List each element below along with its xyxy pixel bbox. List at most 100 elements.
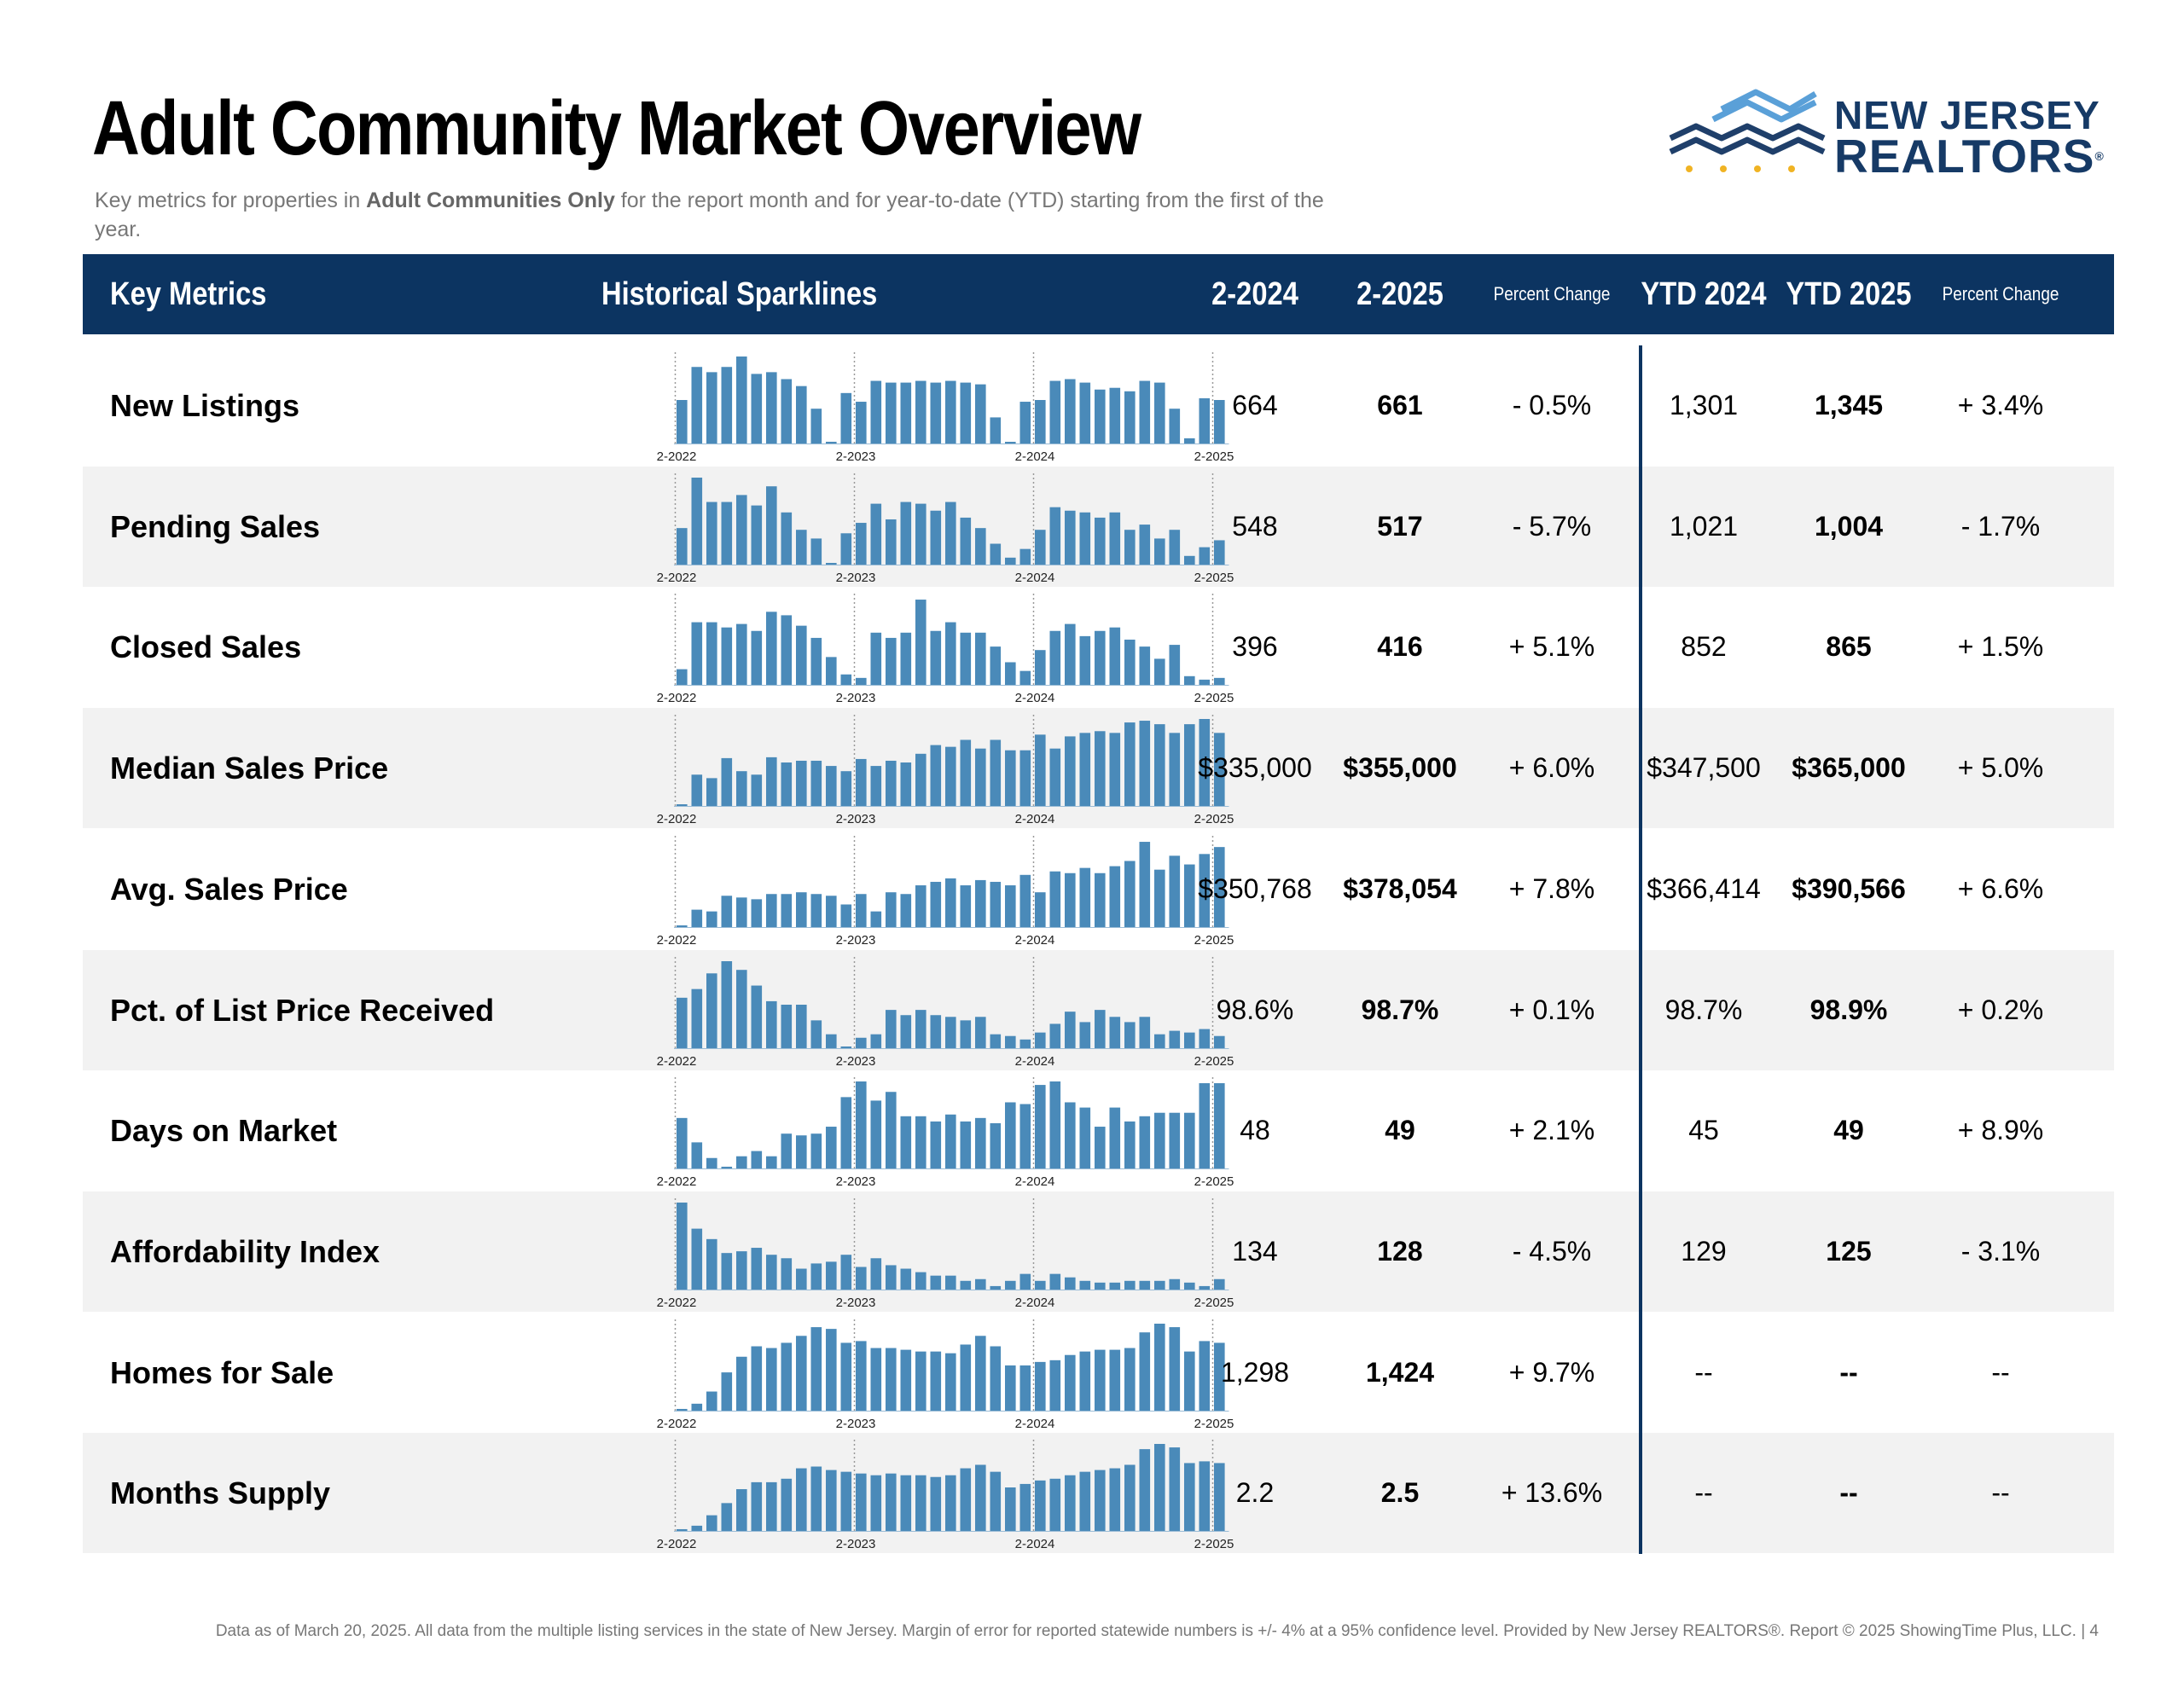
- sparkline-bar: [1124, 640, 1136, 686]
- header-ytd-2025: YTD 2025: [1786, 276, 1912, 312]
- sparkline-bar: [796, 626, 807, 686]
- sparkline-date-label: 2-2022: [657, 1537, 697, 1551]
- sparkline-bar: [1214, 846, 1225, 927]
- sparkline-bar: [886, 1265, 897, 1290]
- sparkline-date-label: 2-2024: [1015, 933, 1055, 948]
- value-2-2025: $355,000: [1343, 752, 1457, 784]
- sparkline-bar: [990, 1346, 1002, 1411]
- sparkline-bar: [691, 1142, 703, 1169]
- sparkline-date-label: 2-2022: [657, 571, 697, 585]
- sparkline-bar: [766, 1482, 777, 1532]
- sparkline-bar: [1049, 1273, 1061, 1290]
- sparkline-bar: [1005, 1280, 1016, 1290]
- sparkline-bar: [1184, 438, 1195, 443]
- sparkline-bar: [826, 896, 837, 927]
- sparkline-bar: [856, 678, 867, 686]
- sparkline-bar: [810, 1133, 822, 1169]
- sparkline-bar: [870, 1100, 882, 1169]
- metric-name: Avg. Sales Price: [110, 871, 348, 907]
- sparkline-bar: [1109, 628, 1121, 686]
- sparkline-bar: [840, 392, 852, 443]
- sparkline-bar: [721, 757, 733, 807]
- sparkline-bar: [706, 1515, 717, 1532]
- sparkline-bar: [1095, 1470, 1106, 1532]
- sparkline-bar: [766, 372, 777, 443]
- logo-registered-mark: ®: [2094, 149, 2105, 163]
- value-ytd-2025: 865: [1826, 631, 1872, 663]
- sparkline-bar: [826, 562, 837, 565]
- sparkline-bar: [1079, 1471, 1091, 1532]
- sparkline-bar: [1109, 1282, 1121, 1290]
- header-ytd-2024: YTD 2024: [1641, 276, 1767, 312]
- sparkline-bar: [721, 1371, 733, 1411]
- sparkline-date-label: 2-2025: [1194, 571, 1234, 585]
- sparkline-bar: [1065, 510, 1076, 565]
- sparkline-date-label: 2-2023: [836, 1054, 876, 1069]
- value-2-2025: 128: [1377, 1235, 1423, 1267]
- value-2-2025: 661: [1377, 390, 1423, 420]
- sparkline-bar: [1049, 380, 1061, 443]
- sparkline-date-label: 2-2025: [1194, 812, 1234, 826]
- sparkline-date-label: 2-2022: [657, 691, 697, 705]
- sparkline-bar: [1199, 1285, 1211, 1290]
- percent-change: + 0.1%: [1508, 994, 1595, 1025]
- sparkline-bar: [930, 510, 942, 565]
- sparkline-bar: [960, 1468, 972, 1532]
- percent-change: - 0.5%: [1512, 390, 1592, 420]
- sparkline-date-label: 2-2025: [1194, 1296, 1234, 1310]
- sparkline-bar: [721, 628, 733, 686]
- sparkline-bar: [1079, 382, 1091, 443]
- sparkline-bar: [1035, 529, 1046, 565]
- value-ytd-2025: --: [1839, 1356, 1858, 1388]
- sparkline-bar: [1019, 548, 1031, 565]
- sparkline-bar: [930, 881, 942, 927]
- sparkline-bar: [870, 1475, 882, 1532]
- value-2-2025: 416: [1377, 631, 1423, 663]
- sparkline-bar: [1199, 1461, 1211, 1532]
- value-ytd-2024: 45: [1688, 1115, 1719, 1146]
- sparkline-bar: [960, 633, 972, 686]
- sparkline-bar: [1005, 1365, 1016, 1411]
- sparkline-bar: [826, 1328, 837, 1411]
- metric-name: Months Supply: [110, 1475, 330, 1511]
- sparkline-bar: [856, 894, 867, 927]
- sparkline-bar: [766, 612, 777, 686]
- sparkline-bar: [870, 766, 882, 807]
- value-ytd-2024: --: [1694, 1477, 1713, 1509]
- sparkline-bar: [1124, 529, 1136, 565]
- sparkline-bar: [751, 631, 763, 686]
- value-ytd-2024: 98.7%: [1664, 994, 1743, 1025]
- sparkline-bar: [1109, 1107, 1121, 1169]
- sparkline-bar: [826, 1470, 837, 1532]
- sparkline-bar: [856, 759, 867, 807]
- sparkline-bar: [1049, 748, 1061, 807]
- sparkline-bar: [1139, 524, 1151, 565]
- value-ytd-2025: 1,345: [1814, 390, 1884, 420]
- sparkline-bar: [1035, 891, 1046, 927]
- sparkline-bar: [706, 972, 717, 1048]
- sparkline-bar: [1035, 1481, 1046, 1532]
- sparkline-bar: [1079, 1280, 1091, 1290]
- value-ytd-2025: $365,000: [1792, 752, 1906, 784]
- sparkline-bar: [1035, 1361, 1046, 1411]
- percent-change: + 6.0%: [1508, 752, 1595, 784]
- value-2-2025: 517: [1377, 510, 1423, 542]
- sparkline-bar: [736, 1356, 747, 1411]
- sparkline-bar: [1049, 1359, 1061, 1411]
- sparkline-bar: [900, 894, 912, 927]
- sparkline-bar: [1214, 1035, 1225, 1048]
- sparkline-bar: [856, 522, 867, 565]
- sparkline-bar: [870, 380, 882, 443]
- sparkline-date-label: 2-2023: [836, 571, 876, 585]
- sparkline-bar: [691, 1526, 703, 1532]
- sparkline-bar: [1214, 1278, 1225, 1290]
- sparkline-bar: [810, 1019, 822, 1048]
- sparkline-date-label: 2-2023: [836, 1417, 876, 1431]
- sparkline-bar: [870, 633, 882, 686]
- sparkline-bar: [990, 1034, 1002, 1048]
- sparkline-bar: [1214, 1342, 1225, 1411]
- ytd-percent-change: + 8.9%: [1957, 1115, 2044, 1146]
- sparkline-bar: [945, 1275, 956, 1290]
- sparkline-bar: [796, 529, 807, 565]
- sparkline-bar: [1019, 750, 1031, 807]
